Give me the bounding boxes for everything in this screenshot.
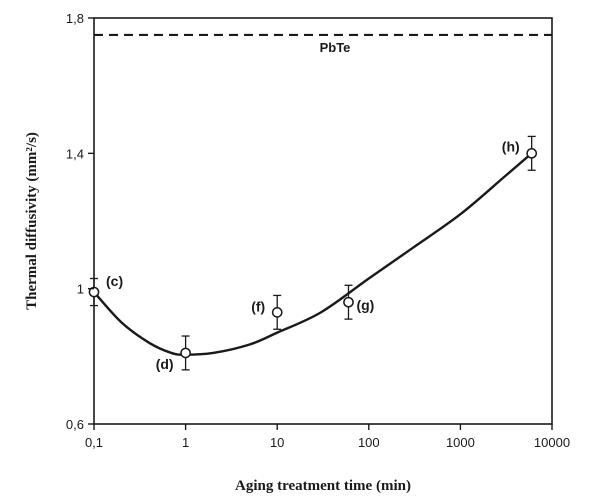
reference-lines: PbTe	[94, 33, 552, 55]
point-label: (h)	[502, 138, 520, 154]
data-point	[88, 286, 100, 298]
y-tick-label: 1,8	[66, 11, 84, 26]
x-tick-label: 10000	[534, 435, 570, 450]
point-label: (g)	[356, 297, 374, 313]
x-tick-label: 1	[182, 435, 189, 450]
x-tick-label: 1000	[446, 435, 475, 450]
y-tick-label: 1,4	[66, 146, 84, 161]
x-axis-title: Aging treatment time (min)	[235, 478, 411, 494]
point-label: (f)	[251, 298, 265, 314]
y-axis-ticks: 0,6 1 1,4 1,8	[66, 11, 94, 432]
data-point	[343, 296, 354, 308]
point-label: (d)	[156, 356, 174, 372]
point-label: (c)	[106, 273, 123, 289]
x-axis-ticks: 0,1 1 10 100 1000 10000	[85, 424, 570, 450]
data-points	[88, 147, 538, 359]
x-tick-label: 0,1	[85, 435, 103, 450]
data-point	[180, 347, 191, 359]
y-tick-label: 0,6	[66, 417, 84, 432]
y-tick-label: 1	[77, 282, 84, 297]
fit-curve	[93, 152, 533, 356]
plot-area	[93, 17, 553, 425]
data-point	[526, 147, 538, 159]
point-labels: (c) (d) (f) (g) (h)	[106, 138, 520, 372]
y-axis-title: Thermal diffusivity (mm²/s)	[24, 132, 40, 310]
data-point	[271, 307, 283, 318]
reference-line-label: PbTe	[320, 40, 351, 55]
x-tick-label: 100	[358, 435, 380, 450]
x-tick-label: 10	[270, 435, 284, 450]
fit-curve-layer	[93, 152, 533, 356]
